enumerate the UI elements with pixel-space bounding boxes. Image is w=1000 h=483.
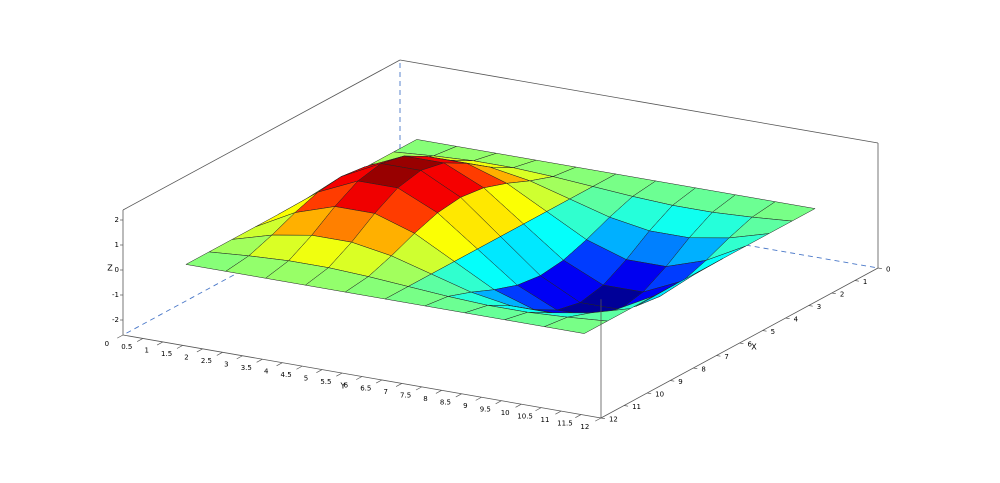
x-tick-label: 8 <box>701 366 705 374</box>
y-tick-label: 0.5 <box>121 343 132 351</box>
y-tick-label: 4.5 <box>281 371 292 379</box>
y-tick-label: 10 <box>501 409 510 417</box>
z-axis-title: Z <box>107 264 113 273</box>
y-tick <box>555 410 562 415</box>
x-tick <box>854 280 859 282</box>
x-tick-label: 2 <box>840 291 844 299</box>
y-tick <box>117 334 124 339</box>
x-tick-label: 12 <box>609 416 618 424</box>
y-tick-label: 5 <box>304 374 308 382</box>
x-tick <box>624 405 629 407</box>
y-tick-label: 9.5 <box>480 405 491 413</box>
y-tick <box>375 379 383 384</box>
y-tick <box>256 358 263 363</box>
y-tick <box>176 345 183 349</box>
y-tick <box>356 376 363 380</box>
x-tick-label: 5 <box>771 328 775 336</box>
y-tick-label: 2.5 <box>201 357 212 365</box>
y-tick <box>575 414 582 418</box>
x-tick <box>877 267 883 270</box>
z-tick-label: -1 <box>112 291 119 299</box>
x-tick-label: 3 <box>817 303 821 311</box>
x-tick <box>647 392 652 395</box>
y-tick-label: 1.5 <box>161 350 172 358</box>
box-edge <box>399 59 879 144</box>
x-tick-label: 9 <box>678 378 682 386</box>
y-tick <box>495 400 502 405</box>
y-tick <box>236 355 243 360</box>
z-tick-label: -2 <box>112 316 119 324</box>
x-tick-label: 6 <box>747 341 752 349</box>
x-tick-label: 10 <box>655 391 664 399</box>
y-tick <box>216 351 223 356</box>
y-tick-label: 10.5 <box>517 412 533 420</box>
x-tick <box>785 317 790 320</box>
y-tick-label: 11 <box>541 416 550 424</box>
y-tick <box>276 362 283 367</box>
y-tick <box>475 396 482 401</box>
y-tick-label: 2 <box>184 354 188 362</box>
x-tick <box>670 380 675 382</box>
x-tick-label: 0 <box>886 266 890 274</box>
y-tick <box>316 369 323 374</box>
x-tick <box>808 305 813 307</box>
x-tick-label: 11 <box>632 403 641 411</box>
y-tick <box>435 390 442 394</box>
y-tick-label: 12 <box>580 423 589 431</box>
y-tick-label: 6.5 <box>360 385 371 393</box>
y-tick-label: 4 <box>264 367 269 375</box>
y-tick-label: 5.5 <box>320 378 331 386</box>
y-tick <box>196 348 203 353</box>
x-tick <box>693 367 698 370</box>
x-tick-label: 7 <box>724 353 728 361</box>
x-tick-label: 1 <box>863 278 867 286</box>
surface <box>185 139 816 334</box>
box-edge <box>122 59 401 211</box>
y-tick-label: 7.5 <box>400 392 411 400</box>
y-tick-label: 1 <box>144 347 148 355</box>
x-tick-label: 4 <box>794 316 799 324</box>
y-tick-label: 7 <box>383 388 387 396</box>
x-tick <box>739 342 744 345</box>
x-tick <box>762 330 767 332</box>
y-tick <box>136 338 144 342</box>
y-tick-label: 11.5 <box>557 419 573 427</box>
y-tick <box>156 341 163 346</box>
y-tick <box>515 403 522 408</box>
ticks: 0 0.5 1 1.5 2 2.5 3 3.5 4 4.5 5 5.5 6 6.5 7 7.5 8 8.5 9 9.5… <box>105 216 891 431</box>
y-tick-label: 0 <box>105 340 109 348</box>
y-tick-label: 9 <box>463 402 467 410</box>
x-tick <box>716 355 721 357</box>
y-axis-title: Y <box>340 382 346 391</box>
y-tick <box>595 417 602 422</box>
y-tick <box>415 386 422 391</box>
z-tick-label: 1 <box>115 241 119 249</box>
y-tick <box>336 372 343 377</box>
x-tick <box>600 417 606 420</box>
y-tick <box>535 407 542 412</box>
z-tick-label: 2 <box>115 216 119 224</box>
x-axis-title: X <box>751 343 757 352</box>
y-tick <box>395 383 403 387</box>
z-tick-label: 0 <box>115 266 119 274</box>
y-tick-label: 6 <box>344 381 349 389</box>
y-tick-label: 3.5 <box>241 364 252 372</box>
surface-cell <box>543 316 609 334</box>
y-tick-label: 8.5 <box>440 399 451 407</box>
y-tick <box>296 365 303 370</box>
y-tick-label: 8 <box>423 395 427 403</box>
x-tick <box>831 292 836 295</box>
y-tick-label: 3 <box>224 361 228 369</box>
y-tick <box>455 393 462 398</box>
